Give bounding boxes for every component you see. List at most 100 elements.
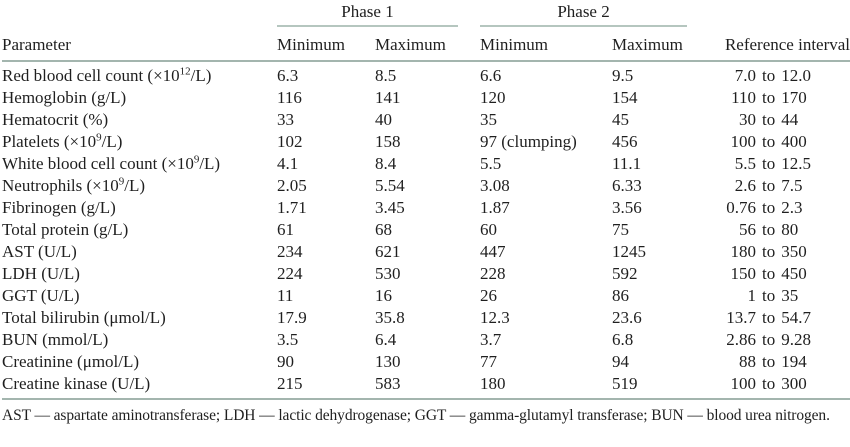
parameter-cell: Hematocrit (%): [2, 110, 109, 129]
phase2-minimum-cell: 180: [480, 373, 613, 400]
phase2-maximum-cell: 9.5: [612, 66, 634, 85]
reference-interval-cell: 100 to 300: [710, 373, 850, 400]
phase2-minimum-cell: 77: [480, 352, 498, 371]
reference-interval-cell: 56 to 80: [739, 220, 799, 239]
phase1-maximum-cell: 130: [375, 352, 401, 371]
lab-results-table-figure: Phase 1 Phase 2 Parameter Minimum Maximu…: [2, 0, 850, 424]
phase2-minimum-cell: 26: [480, 286, 498, 305]
parameter-cell: Creatine kinase (U/L): [2, 373, 277, 400]
phase2-minimum-cell: 5.5: [480, 154, 502, 173]
column-header-phase1-minimum: Minimum: [277, 27, 375, 62]
parameter-cell: Total protein (g/L): [2, 220, 129, 239]
column-header-parameter: Parameter: [2, 27, 277, 62]
parameter-cell: GGT (U/L): [2, 286, 80, 305]
table-row: Fibrinogen (g/L) 1.71 3.45 1.87 3.56 0.76 to 2.…: [2, 197, 850, 219]
phase1-label: Phase 1: [277, 2, 459, 27]
phase1-minimum-cell: 4.1: [277, 154, 299, 173]
table-row: AST (U/L) 234 621 447 1245 180 to 350: [2, 241, 850, 263]
parameter-cell: Creatinine (μmol/L): [2, 352, 140, 371]
phase-header-row: Phase 1 Phase 2: [2, 0, 850, 27]
phase2-maximum-cell: 23.6: [612, 308, 642, 327]
phase1-minimum-cell: 90: [277, 352, 294, 371]
reference-interval-cell: 2.86 to 9.28: [726, 330, 812, 349]
phase1-minimum-cell: 61: [277, 220, 294, 239]
table-row: Total protein (g/L) 61 68 60 75 56 to 80: [2, 219, 850, 241]
phase2-maximum-cell: 6.33: [612, 176, 642, 195]
reference-interval-cell: 2.6 to 7.5: [734, 176, 803, 195]
parameter-cell: Neutrophils (×109/L): [2, 175, 146, 195]
phase1-maximum-cell: 158: [375, 132, 401, 151]
table-row: Hematocrit (%) 33 40 35 45 30 to 44: [2, 109, 850, 131]
phase1-maximum-cell: 3.45: [375, 198, 405, 217]
phase2-minimum-cell: 97 (clumping): [480, 132, 577, 151]
phase2-minimum-cell: 3.7: [480, 330, 502, 349]
phase2-minimum-cell: 6.6: [480, 66, 502, 85]
reference-interval-cell: 150 to 450: [730, 264, 807, 283]
parameter-cell: LDH (U/L): [2, 264, 80, 283]
column-header-row: Parameter Minimum Maximum Minimum Maximu…: [2, 27, 850, 62]
phase-header-spacer-right: [710, 0, 850, 27]
phase1-minimum-cell: 102: [277, 132, 303, 151]
reference-interval-cell: 88 to 194: [739, 352, 807, 371]
phase1-maximum-cell: 8.4: [375, 154, 397, 173]
phase1-minimum-cell: 3.5: [277, 330, 299, 349]
table-row: GGT (U/L) 11 16 26 86 1 to 35: [2, 285, 850, 307]
phase2-minimum-cell: 120: [480, 88, 506, 107]
phase2-group-header: Phase 2: [480, 0, 710, 27]
parameter-cell: Total bilirubin (μmol/L): [2, 308, 166, 327]
parameter-cell: Platelets (×109/L): [2, 131, 123, 151]
phase2-maximum-cell: 519: [612, 373, 711, 400]
phase2-maximum-cell: 86: [612, 286, 630, 305]
phase1-minimum-cell: 224: [277, 264, 303, 283]
phase1-group-header: Phase 1: [277, 0, 480, 27]
table-body: Red blood cell count (×1012/L) 6.3 8.5 6.6 9…: [2, 61, 850, 400]
table-row: Creatine kinase (U/L) 215 583 180 519 100 to 30…: [2, 373, 850, 400]
phase2-label: Phase 2: [480, 2, 688, 27]
phase2-maximum-cell: 6.8: [612, 330, 634, 349]
table-row: Hemoglobin (g/L) 116 141 120 154 110 to 170: [2, 87, 850, 109]
column-header-phase1-maximum: Maximum: [375, 27, 481, 62]
phase1-minimum-cell: 11: [277, 286, 294, 305]
reference-interval-cell: 5.5 to 12.5: [734, 154, 812, 173]
phase2-maximum-cell: 11.1: [612, 154, 642, 173]
phase1-maximum-cell: 621: [375, 242, 401, 261]
table-row: White blood cell count (×109/L) 4.1 8.4 5.5…: [2, 153, 850, 175]
phase2-maximum-cell: 94: [612, 352, 630, 371]
phase2-minimum-cell: 35: [480, 110, 498, 129]
phase1-minimum-cell: 215: [277, 373, 375, 400]
parameter-cell: White blood cell count (×109/L): [2, 153, 221, 173]
table-row: Total bilirubin (μmol/L) 17.9 35.8 12.3 23.6…: [2, 307, 850, 329]
phase1-maximum-cell: 68: [375, 220, 392, 239]
phase2-maximum-cell: 592: [612, 264, 638, 283]
phase2-maximum-cell: 3.56: [612, 198, 642, 217]
reference-interval-cell: 0.76 to 2.3: [726, 198, 803, 217]
parameter-cell: Fibrinogen (g/L): [2, 198, 116, 217]
phase1-maximum-cell: 16: [375, 286, 392, 305]
column-header-reference-interval: Reference interval: [710, 27, 850, 62]
phase2-minimum-cell: 228: [480, 264, 506, 283]
reference-interval-cell: 180 to 350: [730, 242, 807, 261]
column-header-phase2-maximum: Maximum: [612, 27, 711, 62]
phase1-minimum-cell: 6.3: [277, 66, 299, 85]
phase2-maximum-cell: 75: [612, 220, 630, 239]
phase2-maximum-cell: 45: [612, 110, 630, 129]
phase1-maximum-cell: 141: [375, 88, 401, 107]
phase1-maximum-cell: 40: [375, 110, 392, 129]
column-header-phase2-minimum: Minimum: [480, 27, 613, 62]
phase1-maximum-cell: 6.4: [375, 330, 397, 349]
reference-interval-cell: 1 to 35: [747, 286, 799, 305]
phase1-minimum-cell: 17.9: [277, 308, 307, 327]
reference-interval-cell: 110 to 170: [731, 88, 807, 107]
reference-interval-cell: 30 to 44: [739, 110, 799, 129]
table-row: Platelets (×109/L) 102 158 97 (clumping) 456…: [2, 131, 850, 153]
phase2-minimum-cell: 447: [480, 242, 506, 261]
table-row: Red blood cell count (×1012/L) 6.3 8.5 6.6 9…: [2, 61, 850, 87]
table-row: Creatinine (μmol/L) 90 130 77 94 88 to 194: [2, 351, 850, 373]
parameter-cell: Hemoglobin (g/L): [2, 88, 127, 107]
phase-header-spacer: [2, 0, 277, 27]
parameter-cell: BUN (mmol/L): [2, 330, 109, 349]
phase1-minimum-cell: 33: [277, 110, 294, 129]
table-row: BUN (mmol/L) 3.5 6.4 3.7 6.8 2.86 to 9.28: [2, 329, 850, 351]
phase1-minimum-cell: 2.05: [277, 176, 307, 195]
phase2-minimum-cell: 60: [480, 220, 498, 239]
